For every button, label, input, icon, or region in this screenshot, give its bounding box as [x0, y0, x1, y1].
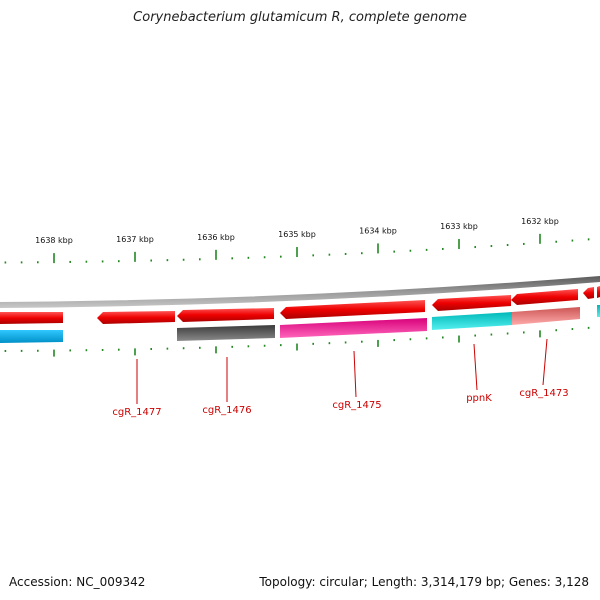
- gene-block[interactable]: [177, 325, 275, 341]
- scale-label: 1634 kbp: [359, 226, 397, 235]
- genome-summary-text: Topology: circular; Length: 3,314,179 bp…: [259, 575, 589, 589]
- gene-arrow[interactable]: [583, 287, 594, 299]
- gene-label-cgR_1477[interactable]: cgR_1477: [112, 407, 161, 418]
- inner-scale-ticks: [4, 326, 590, 357]
- label-leader: [473, 343, 478, 391]
- map-title: Corynebacterium glutamicum R, complete g…: [133, 10, 467, 25]
- gene-arrow[interactable]: [597, 286, 600, 298]
- gene-arrow[interactable]: [511, 289, 578, 305]
- outer-scale-ticks: [4, 233, 590, 264]
- gene-label-cgR_1475[interactable]: cgR_1475: [332, 400, 381, 411]
- scale-label: 1635 kbp: [278, 230, 316, 239]
- scale-label: 1637 kbp: [116, 235, 154, 244]
- genome-backbone: [0, 276, 600, 308]
- accession-text: Accession: NC_009342: [9, 575, 146, 589]
- gene-label-ppnK[interactable]: ppnK: [466, 393, 492, 404]
- gene-arrow[interactable]: [97, 311, 175, 324]
- scale-labels: 1638 kbp 1637 kbp 1636 kbp 1635 kbp 1634 kbp…: [35, 217, 559, 245]
- gene-block[interactable]: [280, 318, 427, 338]
- gene-label-cgR_1473[interactable]: cgR_1473: [519, 388, 568, 399]
- gene-block[interactable]: [597, 305, 600, 317]
- gene-block[interactable]: [512, 307, 580, 325]
- gene-arrow[interactable]: [280, 300, 425, 319]
- gene-arrow[interactable]: [177, 308, 274, 322]
- gene-arrow[interactable]: [0, 312, 63, 324]
- gene-arrow[interactable]: [432, 295, 511, 311]
- label-leader: [542, 338, 548, 386]
- gene-block[interactable]: [432, 312, 512, 330]
- scale-label: 1636 kbp: [197, 233, 235, 242]
- label-leader: [353, 350, 357, 398]
- scale-label: 1632 kbp: [521, 217, 559, 226]
- scale-label: 1638 kbp: [35, 236, 73, 245]
- gene-labels: cgR_1477 cgR_1476 cgR_1475 ppnK cgR_1473: [112, 338, 569, 418]
- scale-label: 1633 kbp: [440, 222, 478, 231]
- inner-strand-features: [0, 305, 600, 343]
- gene-block[interactable]: [0, 330, 63, 343]
- gene-label-cgR_1476[interactable]: cgR_1476: [202, 405, 251, 416]
- outer-strand-features: [0, 286, 600, 324]
